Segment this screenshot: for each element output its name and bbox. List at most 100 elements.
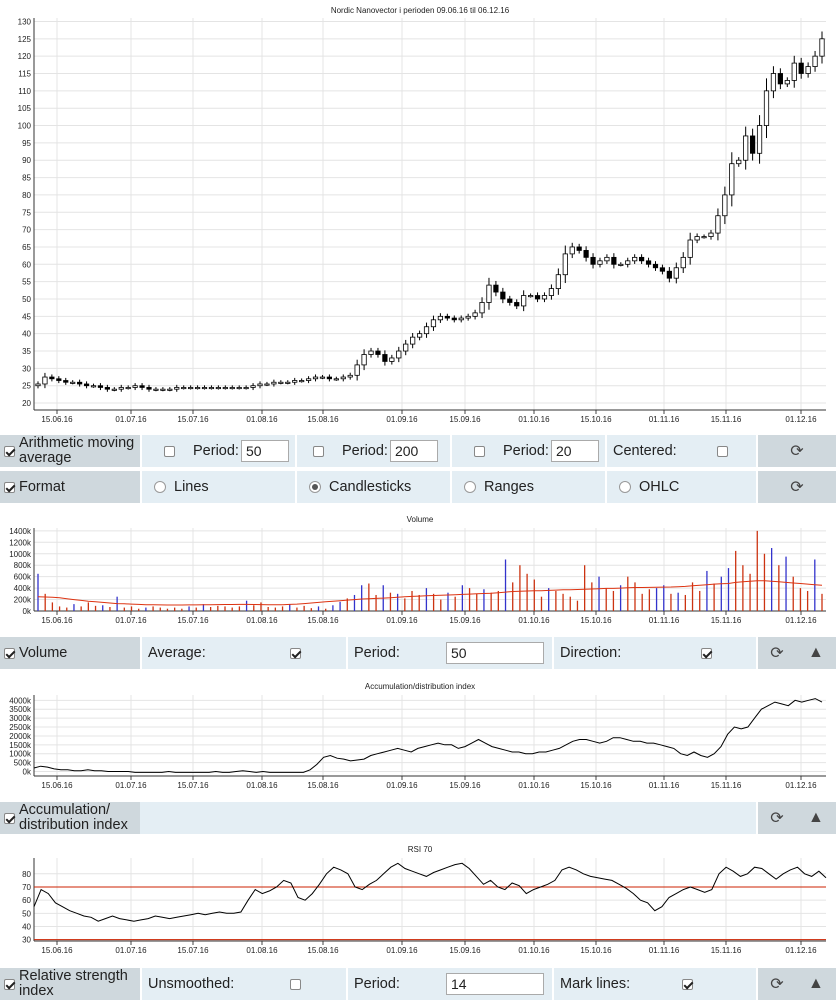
candle (153, 388, 159, 391)
candle (139, 385, 145, 388)
format-label: Format (19, 478, 65, 495)
rsi-period-label: Period: (354, 976, 400, 992)
move-up-icon[interactable]: ▲ (807, 975, 824, 992)
rsi-checkbox[interactable] (4, 978, 15, 990)
y-tick-label: 80 (22, 870, 31, 879)
candle (673, 267, 679, 279)
rsi-chart: RSI 70 30 40 50 60 70 80 15.06.16 01.07.16 15.07… (0, 840, 836, 962)
refresh-icon[interactable]: ⟳ (770, 810, 784, 827)
y-tick-label: 60 (22, 260, 31, 269)
x-tick-label: 15.09.16 (449, 616, 481, 625)
rsi-label-cell: Relative strength index (0, 968, 140, 1000)
candle (375, 350, 381, 355)
volume-checkbox[interactable] (4, 647, 15, 659)
x-tick-label: 15.06.16 (41, 781, 73, 790)
move-up-icon[interactable]: ▲ (807, 809, 824, 826)
candle (465, 315, 471, 319)
x-tick-label: 15.10.16 (580, 616, 612, 625)
x-tick-label: 01.11.16 (649, 415, 680, 424)
x-tick-label: 15.11.16 (711, 415, 742, 424)
candle (410, 336, 416, 345)
format-option-ranges[interactable]: Ranges (450, 471, 605, 503)
volume-average-checkbox[interactable] (289, 647, 301, 659)
x-tick-label: 15.07.16 (177, 781, 209, 790)
price-chart: Nordic Nanovector i perioden 09.06.16 ti… (0, 0, 836, 430)
ad-chart: Accumulation/distribution index 0k 500k 10… (0, 677, 836, 797)
volume-direction-checkbox[interactable] (701, 647, 713, 659)
rsi-unsmoothed-checkbox[interactable] (290, 978, 302, 990)
sma-period2-input[interactable] (389, 440, 438, 462)
x-tick-label: 01.07.16 (115, 781, 147, 790)
refresh-icon[interactable]: ⟳ (770, 976, 784, 993)
candle (763, 90, 770, 126)
ranges-label: Ranges (484, 479, 534, 495)
volume-chart-title: Volume (407, 515, 434, 524)
candle (645, 260, 652, 265)
x-tick-label: 01.10.16 (518, 415, 550, 424)
lines-radio[interactable] (154, 481, 166, 493)
candle (500, 291, 506, 300)
sma-centered-label: Centered: (613, 443, 677, 459)
candle (437, 315, 444, 321)
refresh-icon[interactable]: ⟳ (770, 645, 784, 662)
candlesticks-radio[interactable] (309, 481, 321, 493)
y-tick-label: 60 (22, 896, 31, 905)
x-tick-label: 01.12.16 (785, 781, 817, 790)
candle (243, 387, 249, 390)
x-tick-label: 15.10.16 (580, 415, 612, 424)
sma-period1-input[interactable] (240, 440, 289, 462)
sma-period3-checkbox[interactable] (474, 445, 485, 457)
ohlc-radio[interactable] (619, 481, 631, 493)
candle (597, 260, 603, 265)
volume-toolbar: Volume Average: Period: Direction: ⟳ ▲ (0, 637, 836, 669)
candle (701, 236, 707, 239)
y-tick-label: 55 (22, 278, 31, 287)
x-tick-label: 15.07.16 (177, 616, 209, 625)
x-tick-label: 15.07.16 (177, 946, 209, 955)
candle (528, 295, 534, 298)
format-option-lines[interactable]: Lines (140, 471, 295, 503)
volume-period-input[interactable] (445, 642, 544, 664)
candle (472, 312, 478, 317)
candle (625, 260, 631, 265)
candle (83, 383, 90, 387)
candle (618, 263, 624, 266)
ranges-radio[interactable] (464, 481, 476, 493)
candle (35, 383, 41, 387)
sma-period1-cell: Period: (140, 435, 295, 467)
x-tick-label: 01.10.16 (518, 781, 550, 790)
y-tick-label: 75 (22, 208, 31, 217)
rsi-marklines-checkbox[interactable] (682, 978, 694, 990)
move-up-icon[interactable]: ▲ (807, 644, 824, 661)
sma-period1-checkbox[interactable] (164, 445, 175, 457)
refresh-icon[interactable]: ⟳ (790, 443, 804, 460)
ad-checkbox[interactable] (4, 812, 15, 824)
candle (97, 385, 104, 388)
y-tick-label: 1000k (9, 550, 32, 559)
x-tick-label: 01.09.16 (386, 415, 418, 424)
sma-period3-input[interactable] (550, 440, 599, 462)
y-tick-label: 1000k (9, 750, 32, 759)
candle (333, 378, 339, 381)
y-tick-label: 115 (18, 70, 31, 79)
sma-period2-cell: Period: (295, 435, 450, 467)
format-option-ohlc[interactable]: OHLC (605, 471, 756, 503)
candle (583, 250, 589, 258)
x-tick-label: 15.08.16 (307, 946, 339, 955)
candle (257, 383, 263, 387)
rsi-period-input[interactable] (445, 973, 544, 995)
format-checkbox[interactable] (4, 481, 15, 493)
volume-tools: ⟳ ▲ (756, 637, 836, 669)
format-option-candlesticks[interactable]: Candlesticks (295, 471, 450, 503)
x-tick-label: 15.10.16 (580, 946, 612, 955)
volume-average-cell: Average: (140, 637, 346, 669)
y-tick-label: 95 (22, 139, 31, 148)
x-tick-label: 01.12.16 (785, 415, 817, 424)
candle (319, 376, 326, 379)
refresh-icon[interactable]: ⟳ (790, 479, 804, 496)
y-tick-label: 0k (23, 768, 32, 777)
sma-centered-checkbox[interactable] (716, 445, 728, 457)
candle (354, 364, 360, 376)
sma-checkbox[interactable] (4, 445, 15, 457)
sma-period2-checkbox[interactable] (313, 445, 324, 457)
